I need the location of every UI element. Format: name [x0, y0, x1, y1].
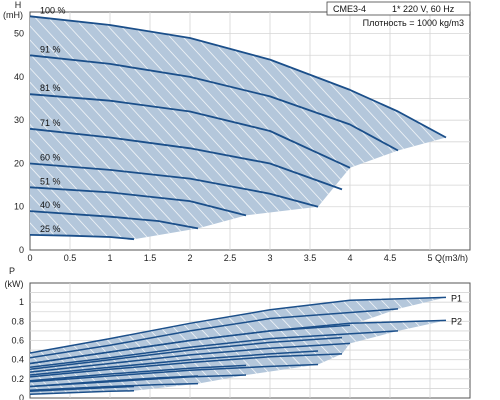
p2-label: P2: [451, 316, 462, 326]
power-flow-panel: 0 0.2 0.4 0.6 0.8 1 P (kW) P1 P2: [5, 266, 500, 400]
curve-71-percent: [29, 127, 343, 191]
power-curve: [29, 330, 399, 369]
density-label: Плотность = 1000 kg/m3: [363, 18, 464, 28]
curve-label: 91 %: [40, 44, 61, 54]
p1-label: P1: [451, 293, 462, 303]
x-tick-label: 1.5: [144, 253, 157, 263]
curve-40-percent: [29, 210, 199, 230]
curve-81-percent: [29, 93, 351, 169]
x-tick-label: 2.5: [224, 253, 237, 263]
curve-51-percent: [29, 186, 247, 217]
hatch-line: [390, 297, 446, 395]
y-tick-label: 0.8: [11, 316, 24, 326]
y-axis-unit: (kW): [5, 279, 24, 289]
curve-label: 25 %: [40, 224, 61, 234]
curve-91-percent: [29, 54, 399, 152]
hatch-line: [0, 12, 3, 250]
y-tick-label: 0.6: [11, 336, 24, 346]
y-tick-label: 0: [19, 393, 24, 400]
power-curve: [29, 374, 247, 388]
hatch-line: [30, 16, 212, 240]
x-tick-label: 3.5: [304, 253, 317, 263]
curve-label: 60 %: [40, 152, 61, 162]
hatch-line: [30, 16, 238, 240]
y-tick-label: 0: [19, 245, 24, 255]
curve-label: 81 %: [40, 83, 61, 93]
curve-25-percent: [29, 234, 135, 241]
power-curve: [29, 382, 199, 392]
hatch-line: [30, 16, 82, 240]
x-tick-label: 3: [267, 253, 272, 263]
hatch-line: [495, 283, 500, 398]
power-curve: [29, 296, 447, 354]
power-curve: [29, 390, 135, 395]
x-tick-label: 4: [347, 253, 352, 263]
y-axis-unit: (mH): [3, 10, 23, 20]
hatch-line: [482, 283, 500, 398]
x-tick-label: 0.5: [64, 253, 77, 263]
hatch-line: [30, 16, 225, 240]
power-curve: [29, 350, 319, 376]
power-curve: [29, 336, 343, 371]
x-axis-title: Q(m3/h): [435, 253, 468, 263]
hatch-line: [30, 16, 186, 240]
y-tick-label: 0.4: [11, 355, 24, 365]
hatch-line: [30, 16, 147, 240]
hatch-line: [403, 297, 446, 395]
y-tick-label: 40: [14, 72, 24, 82]
hatch-line: [55, 16, 277, 240]
y-tick-label: 20: [14, 158, 24, 168]
operating-region: [30, 16, 446, 240]
power-curve: [29, 364, 247, 382]
hatch-line: [485, 12, 500, 250]
curve-label: 40 %: [40, 200, 61, 210]
power-curve: [29, 308, 399, 359]
curve-label: 51 %: [40, 176, 61, 186]
hatch-line: [30, 16, 134, 240]
y-axis-title: H: [15, 0, 22, 10]
hatch-line: [0, 12, 16, 250]
info-box-frame: [326, 1, 471, 16]
hatch-line: [94, 16, 316, 240]
y-tick-label: 0.2: [11, 374, 24, 384]
curve-label: 100 %: [40, 5, 66, 15]
power-curve: [29, 319, 447, 365]
y-tick-label: 50: [14, 29, 24, 39]
hatch-line: [30, 16, 173, 240]
hatch-line: [30, 16, 251, 240]
x-tick-label: 5: [427, 253, 432, 263]
pump-model-label: CME3-4: [333, 4, 366, 14]
power-curve: [29, 353, 343, 378]
info-box: CME3-4 1* 220 V, 60 Hz Плотность = 1000 kg…: [326, 1, 471, 28]
x-tick-label: 1: [107, 253, 112, 263]
hatch-line: [30, 16, 199, 240]
hatch-line: [30, 16, 121, 240]
hatch-line: [68, 16, 290, 240]
hatch-line: [469, 283, 500, 398]
y-axis-title: P: [9, 266, 15, 276]
hatch-line: [30, 297, 60, 395]
hatch-line: [30, 16, 108, 240]
x-tick-label: 2: [187, 253, 192, 263]
power-curve: [29, 342, 351, 373]
x-tick-label: 0: [27, 253, 32, 263]
power-supply-label: 1* 220 V, 60 Hz: [392, 4, 455, 14]
y-tick-label: 30: [14, 115, 24, 125]
curve-100-percent: [29, 15, 447, 139]
head-flow-panel: 100 % 91 % 81 % 71 % 60 % 51 % 40 % 25 % 0 0.5 1 1.…: [0, 0, 500, 263]
curve-60-percent: [29, 162, 319, 208]
hatch-line: [472, 12, 500, 250]
hatch-line: [0, 12, 29, 250]
x-tick-label: 4.5: [384, 253, 397, 263]
y-tick-label: 10: [14, 202, 24, 212]
power-curve: [29, 385, 135, 393]
curve-label: 71 %: [40, 118, 61, 128]
hatch-line: [30, 16, 95, 240]
p2-region: [30, 320, 446, 395]
hatch-line: [81, 16, 303, 240]
power-curve: [29, 363, 319, 383]
y-tick-label: 1: [19, 297, 24, 307]
